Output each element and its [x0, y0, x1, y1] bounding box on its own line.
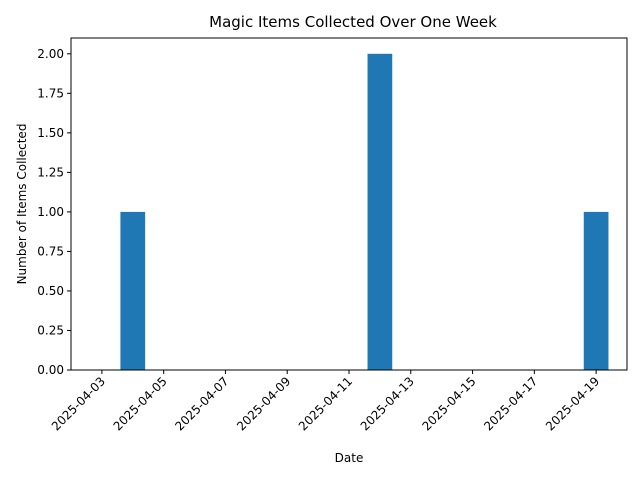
y-tick-label: 0.50 — [37, 284, 64, 298]
y-tick-label: 2.00 — [37, 47, 64, 61]
x-tick-label: 2025-04-03 — [49, 374, 108, 433]
chart-title: Magic Items Collected Over One Week — [209, 13, 497, 31]
bar-2025-04-12 — [367, 53, 393, 371]
y-axis-label: Number of Items Collected — [15, 124, 29, 285]
y-tick-label: 1.25 — [37, 165, 64, 179]
y-tick-label: 0.25 — [37, 323, 64, 337]
y-tick-label: 0.00 — [37, 363, 64, 377]
bars-group — [120, 53, 609, 371]
x-tick-label: 2025-04-09 — [234, 374, 293, 433]
y-tick-label: 1.00 — [37, 205, 64, 219]
y-tick-label: 1.75 — [37, 86, 64, 100]
plot-frame — [70, 37, 628, 371]
bar-2025-04-19 — [583, 211, 609, 370]
x-tick-label: 2025-04-11 — [296, 374, 355, 433]
x-tick-label: 2025-04-05 — [111, 374, 170, 433]
y-tick-label: 0.75 — [37, 244, 64, 258]
y-axis-ticks: 0.00 0.25 0.50 0.75 1.00 1.25 1.50 1.75 2.00 — [37, 47, 71, 377]
x-tick-label: 2025-04-13 — [358, 374, 417, 433]
x-tick-label: 2025-04-15 — [419, 374, 478, 433]
x-tick-label: 2025-04-07 — [172, 374, 231, 433]
x-tick-label: 2025-04-17 — [481, 374, 540, 433]
x-tick-label: 2025-04-19 — [543, 374, 602, 433]
bar-2025-04-04 — [120, 211, 146, 370]
y-tick-label: 1.50 — [37, 126, 64, 140]
x-axis-ticks: 2025-04-03 2025-04-05 2025-04-07 2025-04-09… — [49, 370, 602, 433]
x-axis-label: Date — [335, 451, 364, 465]
